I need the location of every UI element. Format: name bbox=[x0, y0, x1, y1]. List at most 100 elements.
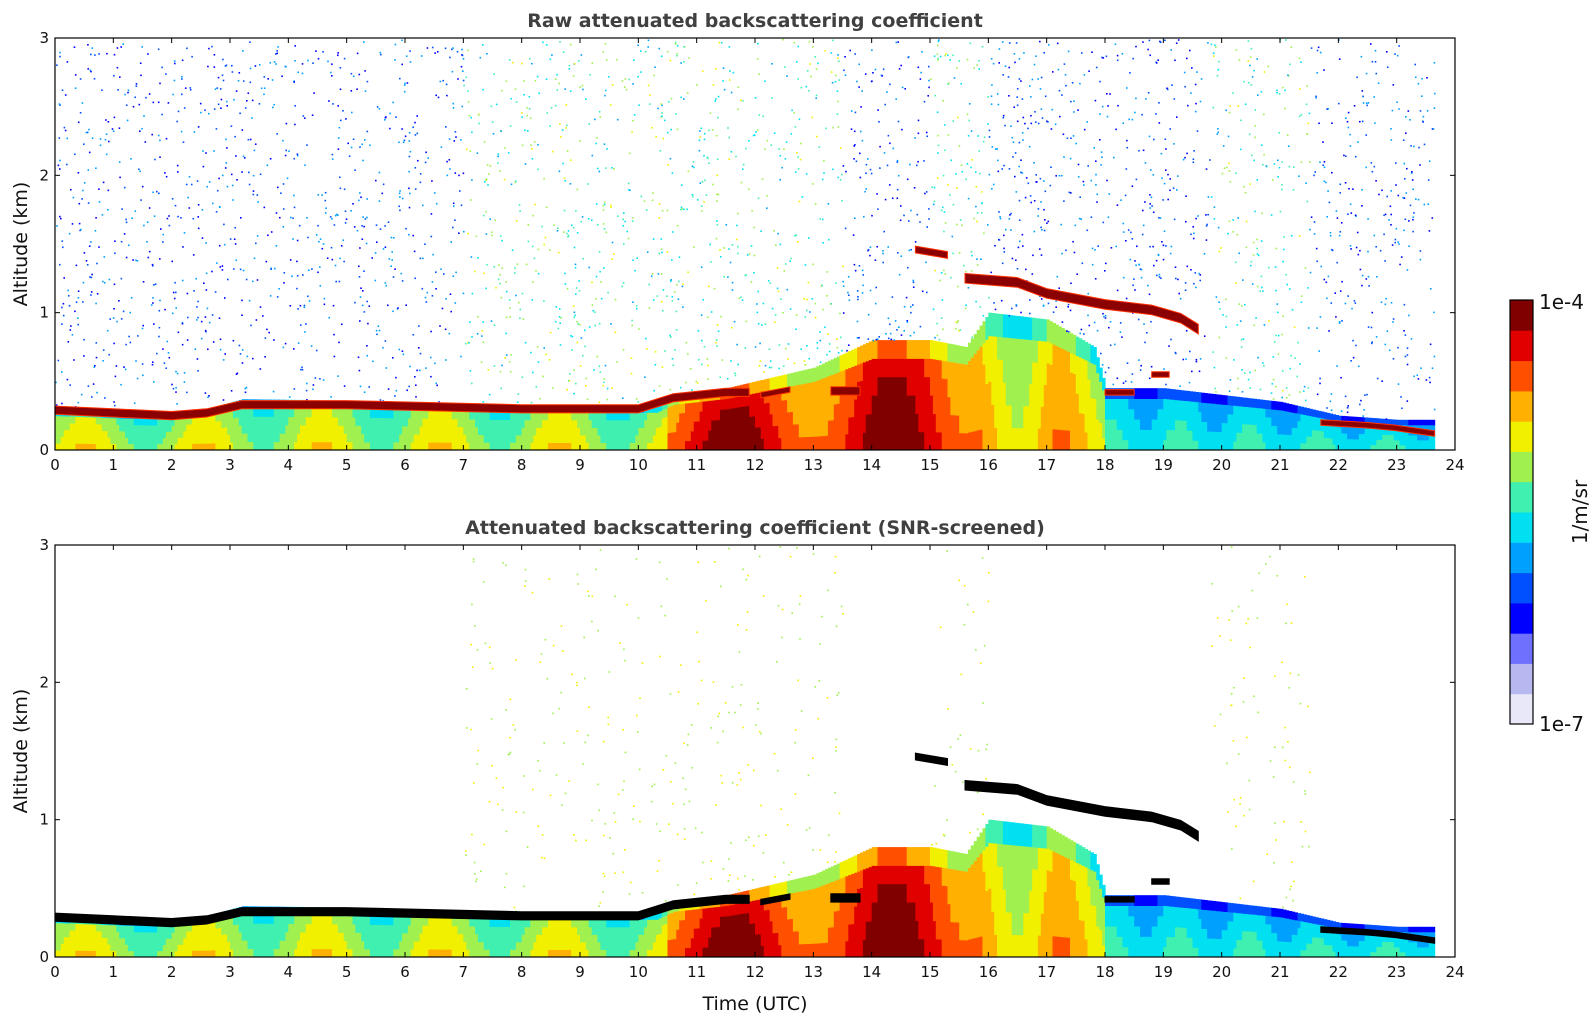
raw-bl-cell bbox=[1399, 429, 1404, 436]
raw-noise-point bbox=[1203, 253, 1206, 255]
raw-bl-cell bbox=[1201, 392, 1205, 403]
raw-bl-cell bbox=[510, 427, 514, 436]
raw-bl-cell bbox=[1250, 415, 1255, 425]
raw-bl-cell bbox=[620, 427, 625, 436]
raw-noise-point bbox=[1017, 246, 1020, 249]
raw-noise-point bbox=[175, 370, 177, 373]
raw-bl-cell bbox=[1157, 398, 1161, 410]
raw-bl-cell bbox=[568, 434, 572, 443]
raw-bl-cell bbox=[1212, 440, 1217, 450]
raw-noise-point bbox=[1010, 125, 1012, 127]
raw-bl-cell bbox=[425, 426, 429, 435]
raw-bl-cell bbox=[486, 411, 491, 420]
raw-noise-point bbox=[699, 182, 702, 184]
raw-bl-cell bbox=[609, 412, 613, 421]
raw-noise-point bbox=[1376, 276, 1378, 278]
raw-bl-cell bbox=[606, 434, 610, 443]
raw-bl-cell bbox=[851, 399, 855, 418]
raw-bl-cell bbox=[1137, 429, 1141, 441]
raw-noise-point bbox=[321, 247, 324, 250]
raw-bl-cell bbox=[804, 436, 809, 450]
raw-noise-point bbox=[1167, 173, 1169, 176]
raw-bl-cell bbox=[445, 434, 450, 443]
raw-bl-cell bbox=[819, 407, 823, 423]
raw-bl-cell bbox=[142, 418, 146, 426]
raw-noise-point bbox=[923, 160, 925, 162]
raw-noise-point bbox=[686, 92, 689, 94]
raw-noise-point bbox=[204, 109, 206, 111]
raw-noise-point bbox=[889, 142, 891, 145]
raw-bl-cell bbox=[515, 434, 520, 443]
raw-bl-cell bbox=[985, 405, 989, 429]
raw-bl-cell bbox=[623, 419, 628, 428]
raw-bl-cell bbox=[1344, 427, 1348, 434]
raw-bl-cell bbox=[1312, 436, 1316, 444]
raw-bl-cell bbox=[60, 415, 65, 424]
raw-noise-point bbox=[850, 128, 853, 130]
raw-noise-point bbox=[827, 203, 830, 205]
raw-bl-cell bbox=[232, 441, 237, 450]
raw-noise-point bbox=[460, 65, 463, 68]
raw-noise-point bbox=[1163, 368, 1165, 370]
raw-noise-point bbox=[957, 285, 959, 288]
raw-noise-point bbox=[1207, 42, 1209, 44]
raw-bl-cell bbox=[1245, 432, 1249, 442]
raw-noise-point bbox=[1020, 80, 1022, 82]
raw-bl-cell bbox=[1230, 432, 1234, 442]
raw-bl-cell bbox=[717, 439, 721, 450]
raw-noise-point bbox=[1347, 213, 1349, 215]
raw-noise-point bbox=[1119, 331, 1122, 333]
raw-noise-point bbox=[696, 382, 699, 384]
raw-bl-cell bbox=[530, 412, 534, 421]
raw-noise-point bbox=[125, 221, 128, 224]
raw-noise-point bbox=[1404, 334, 1407, 336]
raw-noise-point bbox=[882, 252, 884, 255]
raw-bl-cell bbox=[979, 325, 984, 347]
raw-bl-cell bbox=[1122, 429, 1126, 441]
raw-bl-cell bbox=[1151, 408, 1156, 420]
raw-noise-point bbox=[557, 327, 560, 330]
raw-noise-point bbox=[282, 208, 285, 210]
raw-noise-point bbox=[244, 157, 246, 159]
raw-noise-point bbox=[342, 239, 345, 241]
raw-noise-point bbox=[1262, 290, 1264, 292]
raw-noise-point bbox=[573, 246, 576, 249]
raw-bl-cell bbox=[300, 425, 304, 434]
raw-noise-point bbox=[1413, 145, 1415, 148]
raw-bl-cell bbox=[1253, 432, 1258, 442]
raw-bl-cell bbox=[477, 419, 482, 428]
raw-bl-cell bbox=[1125, 429, 1129, 441]
raw-bl-cell bbox=[807, 436, 811, 450]
raw-bl-cell bbox=[676, 422, 680, 432]
raw-bl-cell bbox=[92, 436, 97, 444]
raw-bl-cell bbox=[562, 412, 566, 421]
raw-bl-cell bbox=[1002, 404, 1007, 428]
raw-noise-point bbox=[588, 326, 591, 328]
raw-bl-cell bbox=[711, 440, 715, 450]
raw-bl-cell bbox=[157, 418, 161, 426]
raw-bl-cell bbox=[1247, 415, 1252, 425]
raw-noise-point bbox=[186, 47, 188, 50]
raw-bl-cell bbox=[349, 425, 354, 434]
raw-noise-point bbox=[821, 284, 823, 287]
raw-bl-cell bbox=[620, 419, 625, 428]
raw-noise-point bbox=[596, 355, 599, 358]
raw-bl-cell bbox=[1373, 434, 1377, 440]
raw-bl-cell bbox=[997, 381, 1001, 405]
raw-noise-point bbox=[1367, 218, 1369, 220]
raw-bl-cell bbox=[1236, 405, 1240, 416]
raw-bl-cell bbox=[641, 434, 645, 443]
raw-bl-cell bbox=[352, 433, 356, 443]
raw-noise-point bbox=[1281, 161, 1283, 163]
raw-bl-cell bbox=[127, 430, 132, 438]
raw-bl-cell bbox=[906, 358, 911, 378]
raw-noise-point bbox=[294, 123, 296, 126]
raw-bl-cell bbox=[632, 419, 636, 428]
raw-noise-point bbox=[793, 362, 796, 365]
raw-bl-cell bbox=[1175, 429, 1179, 441]
raw-noise-point bbox=[408, 206, 411, 209]
raw-noise-point bbox=[252, 174, 255, 177]
raw-bl-cell bbox=[1414, 439, 1418, 446]
raw-bl-cell bbox=[434, 434, 438, 443]
raw-noise-point bbox=[741, 299, 744, 301]
